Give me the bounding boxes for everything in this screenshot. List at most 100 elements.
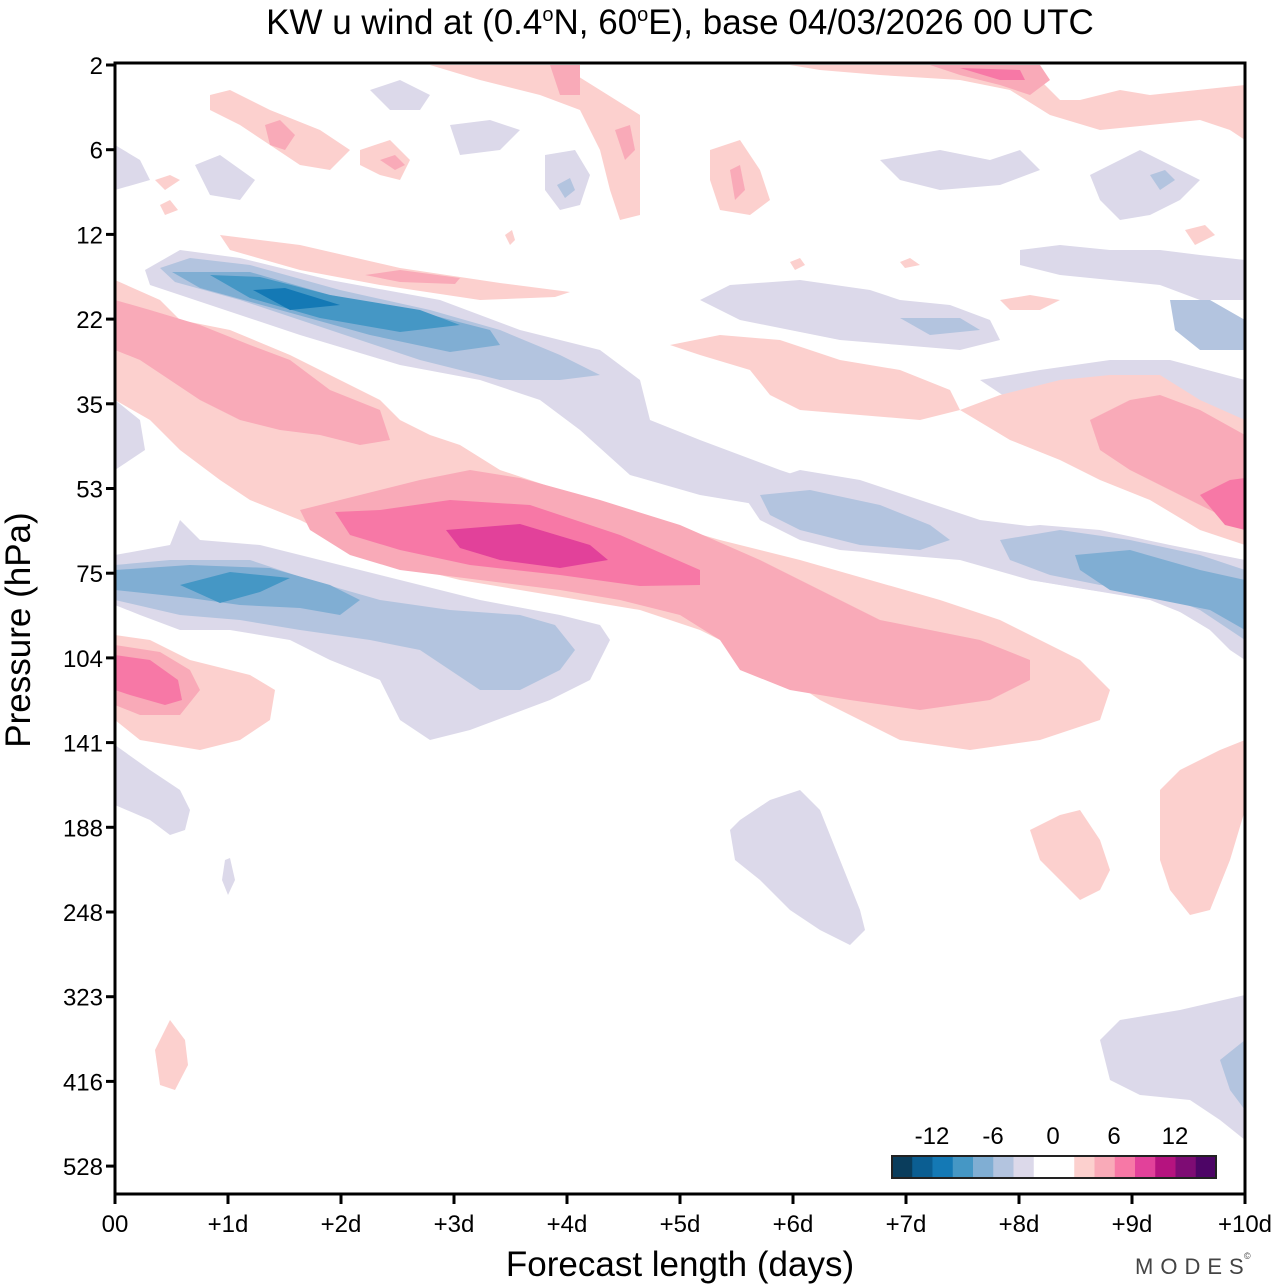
title-suffix: E), base 04/03/2026 00 UTC <box>648 3 1094 42</box>
colorbar-swatch <box>932 1156 954 1178</box>
colorbar: -12 -6 0 6 12 <box>891 1123 1217 1179</box>
colorbar-swatch <box>1114 1156 1136 1178</box>
y-tick-label: 188 <box>63 815 103 842</box>
contour-region <box>115 300 390 445</box>
x-tick-label: +1d <box>208 1211 249 1238</box>
contour-region <box>1075 550 1245 630</box>
contour-region <box>1030 810 1110 900</box>
contour-region <box>1215 90 1245 140</box>
colorbar-swatch <box>1094 1156 1116 1178</box>
y-tick-label: 35 <box>76 392 103 419</box>
x-tick-label: +4d <box>547 1211 588 1238</box>
contour-region <box>1150 170 1175 190</box>
x-tick-label: +5d <box>660 1211 701 1238</box>
y-tick-label: 104 <box>63 646 103 673</box>
modes-logo: MODES <box>1135 1254 1251 1279</box>
contour-region <box>115 145 150 190</box>
y-tick-label: 53 <box>76 477 103 504</box>
contour-region <box>115 745 190 835</box>
contour-region <box>1200 478 1245 530</box>
contour-region <box>446 524 608 568</box>
contour-region <box>960 68 1025 80</box>
contour-region <box>505 230 515 245</box>
x-tick-label: +10d <box>1218 1211 1272 1238</box>
contour-region <box>550 65 580 95</box>
x-tick-label: +8d <box>999 1211 1040 1238</box>
x-tick-label: +3d <box>434 1211 475 1238</box>
y-tick-label: 6 <box>90 138 103 165</box>
contour-region <box>670 335 960 420</box>
colorbar-frame <box>891 1155 1217 1179</box>
colorbar-swatch <box>973 1156 994 1178</box>
title-degree-2: o <box>637 4 648 26</box>
contour-region <box>1000 295 1060 310</box>
contour-region <box>700 280 1000 350</box>
contour-region <box>115 400 145 470</box>
colorbar-swatch <box>1195 1156 1217 1178</box>
contour-region <box>790 65 1245 135</box>
contour-region <box>430 65 640 220</box>
colorbar-swatch <box>892 1156 913 1178</box>
contour-region <box>155 1020 188 1090</box>
title-prefix: KW u wind at (0.4 <box>266 3 542 42</box>
contour-region <box>1090 150 1200 220</box>
contour-region <box>760 490 950 550</box>
y-axis-label: Pressure (hPa) <box>0 512 38 747</box>
colorbar-swatch <box>912 1156 933 1178</box>
x-tick-label: +9d <box>1112 1211 1153 1238</box>
y-tick-label: 141 <box>63 731 103 758</box>
y-tick-label: 248 <box>63 900 103 927</box>
contour-region <box>900 318 980 335</box>
contour-region <box>790 258 805 270</box>
contour-region <box>195 155 255 200</box>
contour-region <box>220 235 570 300</box>
contour-region <box>1020 245 1245 300</box>
contour-region <box>450 120 520 155</box>
contour-region <box>253 288 340 310</box>
colorbar-swatch <box>1013 1156 1035 1178</box>
y-tick-label: 22 <box>76 307 103 334</box>
x-tick-label: +7d <box>886 1211 927 1238</box>
colorbar-swatch <box>1033 1156 1075 1178</box>
contour-fills <box>115 65 1245 1140</box>
contour-region <box>365 270 460 284</box>
title-mid: N, 60 <box>554 3 638 42</box>
contour-region <box>160 200 178 215</box>
contour-region <box>370 80 430 110</box>
colorbar-label: -6 <box>982 1123 1003 1150</box>
contour-region <box>265 120 295 150</box>
chart-title: KW u wind at (0.4oN, 60oE), base 04/03/2… <box>266 3 1094 42</box>
contour-region <box>155 175 180 190</box>
colorbar-label: 6 <box>1107 1123 1120 1150</box>
colorbar-swatch <box>1135 1156 1156 1178</box>
contour-region <box>1170 300 1245 350</box>
contour-region <box>730 790 865 945</box>
colorbar-swatch <box>1074 1156 1095 1178</box>
x-axis: 00 +1d +2d +3d +4d +5d +6d +7d +8d +9d +10d <box>102 1194 1272 1238</box>
contour-region <box>180 572 290 603</box>
y-tick-label: 416 <box>63 1069 103 1096</box>
x-tick-label: +6d <box>773 1211 814 1238</box>
contour-region <box>900 258 920 268</box>
colorbar-label: -12 <box>915 1123 950 1150</box>
contour-region <box>1160 740 1245 915</box>
contour-region <box>1220 1040 1245 1110</box>
contour-region <box>1185 225 1215 245</box>
colorbar-label: 12 <box>1162 1123 1189 1150</box>
title-degree-1: o <box>542 4 553 26</box>
y-tick-label: 75 <box>76 561 103 588</box>
x-tick-label: 00 <box>102 1211 129 1238</box>
x-axis-label: Forecast length (days) <box>506 1245 854 1284</box>
contour-region <box>222 858 235 895</box>
colorbar-swatch <box>1155 1156 1176 1178</box>
modes-logo-mark: © <box>1244 1251 1251 1261</box>
colorbar-label: 0 <box>1046 1123 1059 1150</box>
y-tick-label: 323 <box>63 985 103 1012</box>
contour-region <box>115 655 182 705</box>
contour-region <box>380 155 405 170</box>
contour-region <box>557 178 575 198</box>
y-tick-label: 2 <box>90 53 103 80</box>
contour-region <box>880 150 1040 190</box>
contour-region <box>1100 995 1245 1140</box>
